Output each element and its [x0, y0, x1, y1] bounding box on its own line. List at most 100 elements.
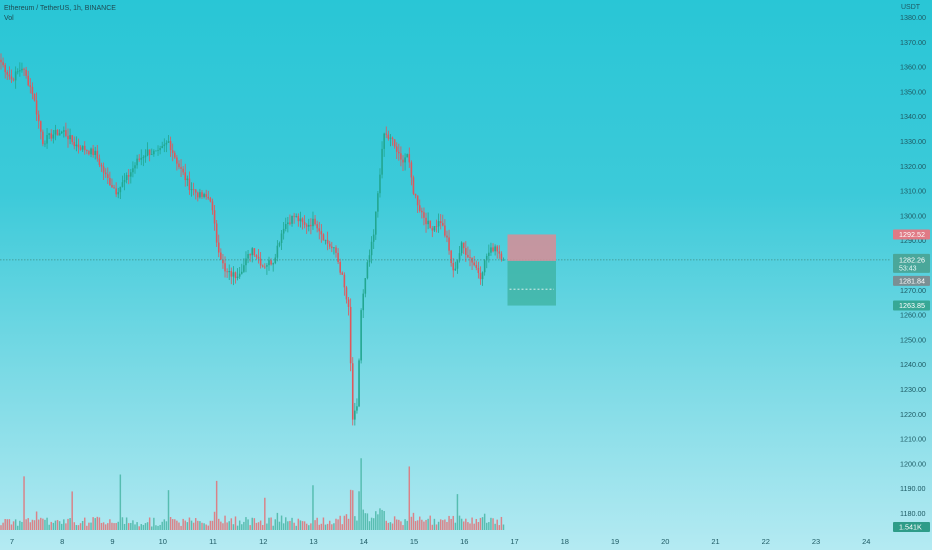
volume-bar: [416, 520, 419, 530]
candle-body: [320, 231, 323, 235]
candle-body: [92, 148, 94, 155]
candle-body: [408, 154, 411, 163]
volume-bar: [134, 524, 136, 530]
volume-bar: [25, 519, 27, 530]
y-tick-label: 1230.00: [900, 385, 926, 394]
candle-body: [136, 158, 138, 166]
volume-bar: [310, 523, 312, 530]
volume-bar: [324, 524, 327, 530]
y-tick-label: 1350.00: [900, 87, 926, 96]
volume-bar: [205, 524, 207, 530]
candle-body: [494, 246, 496, 252]
candle-body: [276, 245, 279, 258]
volume-bar: [127, 523, 130, 530]
volume-bar: [364, 513, 367, 530]
candle-body: [31, 86, 34, 95]
volume-bar: [12, 521, 15, 530]
candle-body: [35, 100, 38, 115]
candle-body: [25, 69, 27, 76]
candle-body: [94, 150, 97, 155]
candle-body: [389, 137, 392, 139]
candle-body: [123, 180, 126, 183]
candle-body: [180, 167, 182, 169]
candle-body: [19, 70, 21, 72]
current-price-tag: 1282.26: [899, 255, 925, 264]
candle-body: [209, 198, 212, 202]
volume-bar: [427, 518, 429, 530]
volume-indicator-label[interactable]: Vol: [4, 15, 14, 22]
candle-body: [211, 201, 214, 211]
candle-body: [339, 261, 341, 273]
candle-body: [39, 121, 42, 132]
volume-bar: [293, 522, 295, 530]
candle-body: [354, 410, 356, 420]
candle-body: [238, 273, 241, 277]
volume-bar: [280, 515, 283, 530]
volume-bar: [326, 523, 329, 530]
candle-body: [8, 74, 11, 77]
volume-bar: [372, 518, 375, 530]
volume-value-tag-bg: [893, 522, 930, 532]
volume-bar: [481, 517, 484, 530]
volume-bar: [339, 515, 341, 530]
candle-body: [437, 221, 440, 227]
price-axis[interactable]: 1180.00 1190.00 1200.00 1210.00 1220.00 1230.…: [900, 13, 926, 518]
candle-body: [333, 247, 335, 249]
x-tick-label: 19: [611, 537, 619, 546]
volume-bar: [337, 519, 339, 530]
candle-body: [125, 175, 128, 181]
candle-body: [255, 255, 258, 257]
candle-body: [207, 196, 210, 199]
volume-bar: [90, 522, 92, 530]
candle-body: [450, 250, 452, 264]
candle-body: [52, 134, 55, 139]
candle-body: [301, 218, 304, 223]
volume-bar: [335, 518, 337, 530]
candle-body: [192, 189, 195, 191]
volume-bar: [226, 522, 228, 530]
candle-body: [184, 172, 187, 181]
volume-value-tag: 1.541K: [899, 523, 922, 532]
candle-body: [284, 224, 287, 229]
candle-body: [291, 215, 293, 224]
symbol-title[interactable]: Ethereum / TetherUS, 1h, BINANCE: [4, 5, 116, 12]
volume-bar: [308, 525, 310, 530]
candle-body: [448, 237, 450, 251]
candle-body: [21, 68, 23, 71]
volume-bar: [167, 490, 170, 530]
volume-bar: [140, 524, 143, 530]
candle-body: [14, 71, 17, 81]
volume-bar: [220, 521, 222, 530]
volume-bar: [161, 521, 163, 530]
volume-bar: [60, 523, 63, 530]
candle-body: [173, 152, 176, 158]
volume-bar: [92, 517, 94, 530]
candle-body: [240, 271, 243, 274]
volume-bar: [67, 518, 69, 530]
candle-body: [182, 168, 184, 173]
candle-body: [326, 239, 329, 244]
volume-bar: [318, 524, 320, 530]
volume-bar: [272, 525, 274, 530]
volume-bar: [14, 519, 17, 530]
candle-body: [293, 215, 295, 217]
candle-body: [37, 114, 40, 122]
candle-body: [46, 135, 48, 144]
volume-bar: [500, 516, 503, 530]
candle-body: [188, 178, 191, 191]
x-tick-label: 22: [762, 537, 770, 546]
candle-body: [106, 174, 109, 178]
candle-body: [282, 228, 285, 234]
candle-body: [115, 188, 117, 195]
volume-bar: [27, 518, 29, 530]
y-tick-label: 1360.00: [900, 63, 926, 72]
volume-bar: [404, 519, 406, 530]
candle-body: [483, 260, 486, 273]
candle-body: [427, 220, 429, 225]
volume-bar: [375, 511, 377, 530]
time-axis[interactable]: 7 8 9 10 11 12 13 14 15 16 17 18 19 20 21 22 23 24: [10, 537, 871, 546]
x-tick-label: 16: [460, 537, 468, 546]
short-position-tool[interactable]: [507, 234, 557, 306]
